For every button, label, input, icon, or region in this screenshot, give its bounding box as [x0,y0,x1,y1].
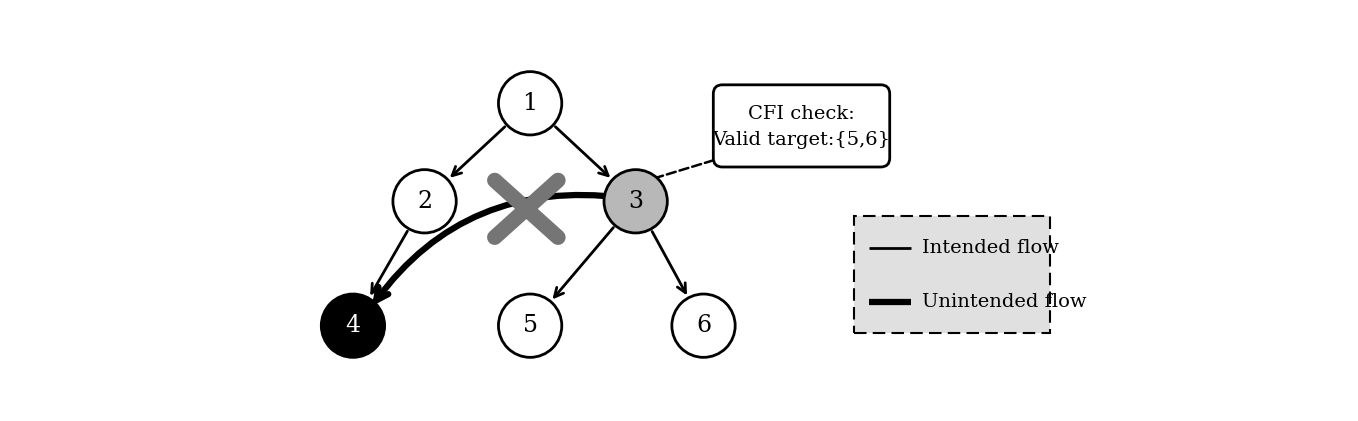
Text: 5: 5 [523,314,538,337]
FancyBboxPatch shape [854,216,1050,333]
Text: 2: 2 [417,190,432,213]
Circle shape [498,294,562,357]
Circle shape [672,294,735,357]
Circle shape [392,170,456,233]
Circle shape [322,294,384,357]
Text: 4: 4 [345,314,360,337]
Circle shape [498,72,562,135]
Circle shape [604,170,667,233]
Text: 6: 6 [695,314,712,337]
Text: 1: 1 [523,92,538,115]
Text: 3: 3 [629,190,644,213]
FancyBboxPatch shape [713,85,889,167]
Text: Unintended flow: Unintended flow [922,293,1086,311]
Text: CFI check:: CFI check: [748,105,856,123]
Text: Intended flow: Intended flow [922,239,1059,257]
Text: Valid target:{5,6}: Valid target:{5,6} [713,131,891,149]
